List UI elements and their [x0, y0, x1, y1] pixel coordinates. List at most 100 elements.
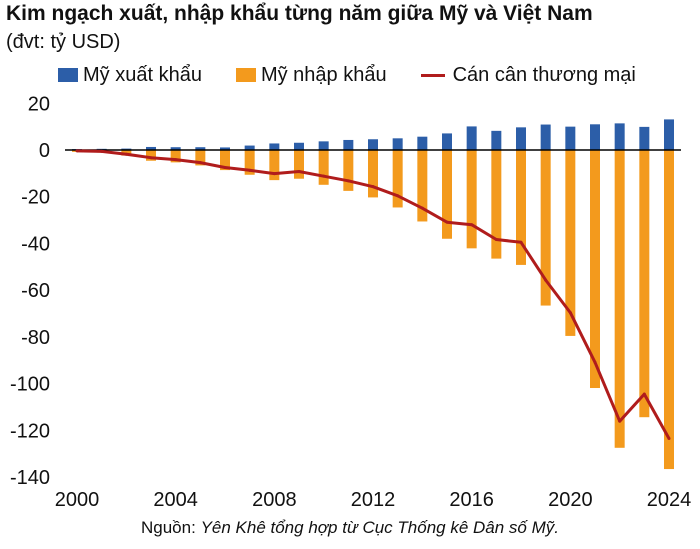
bar-exports-2015: [442, 133, 452, 150]
balance-point-2013: [396, 194, 400, 198]
y-tick-label: -40: [21, 233, 50, 255]
balance-point-2000: [75, 149, 79, 153]
source-text: Yên Khê tổng hợp từ Cục Thống kê Dân số …: [200, 518, 559, 537]
bar-exports-2021: [590, 124, 600, 150]
bar-imports-2017: [491, 150, 502, 259]
bar-exports-2007: [244, 145, 255, 150]
bar-imports-2008: [269, 150, 280, 181]
bar-exports-2013: [392, 138, 403, 150]
bar-imports-2018: [516, 150, 526, 265]
x-tick-label: 2016: [449, 489, 494, 511]
bar-imports-2014: [417, 150, 428, 222]
bar-exports-2011: [343, 139, 354, 150]
bar-exports-2023: [639, 126, 650, 150]
bar-imports-2005: [195, 150, 206, 166]
bar-imports-2016: [466, 150, 477, 249]
bar-exports-2022: [614, 123, 625, 150]
x-tick-label: 2000: [55, 489, 100, 511]
source-label: Nguồn:: [141, 518, 196, 537]
balance-point-2022: [618, 419, 622, 423]
balance-points: [75, 149, 671, 440]
balance-point-2003: [149, 156, 153, 160]
bar-imports-2015: [442, 150, 452, 239]
bar-series-exports: [72, 119, 674, 150]
balance-point-2004: [174, 158, 178, 162]
bar-exports-2020: [565, 126, 576, 150]
bar-exports-2014: [417, 136, 428, 150]
y-tick-label: -140: [10, 467, 50, 489]
legend-swatch-balance: [420, 73, 445, 77]
legend-item-exports: Mỹ xuất khẩu: [58, 64, 202, 87]
legend-swatch-imports: [235, 68, 256, 82]
y-axis-ticks: 20 0 -20 -40 -60 -80 -100 -120 -140: [10, 93, 50, 489]
balance-point-2015: [445, 220, 449, 224]
x-tick-label: 2020: [548, 489, 593, 511]
bar-exports-2017: [491, 130, 502, 150]
bar-imports-2004: [170, 150, 181, 163]
bar-imports-2023: [639, 150, 650, 418]
bar-exports-2009: [294, 142, 304, 150]
bar-exports-2008: [269, 143, 280, 150]
x-tick-label: 2008: [252, 489, 297, 511]
bar-imports-2003: [146, 150, 156, 161]
legend-label-exports: Mỹ xuất khẩu: [83, 63, 202, 86]
x-tick-label: 2004: [153, 489, 198, 511]
y-tick-label: -60: [21, 280, 50, 302]
legend-swatch-exports: [58, 68, 78, 82]
y-tick-label: 0: [39, 140, 50, 162]
balance-point-2002: [124, 152, 128, 156]
bar-imports-2007: [244, 150, 255, 175]
balance-point-2007: [248, 168, 252, 172]
balance-point-2006: [223, 166, 227, 170]
y-tick-label: -20: [21, 187, 50, 209]
balance-point-2011: [346, 179, 350, 183]
bar-exports-2024: [664, 119, 674, 150]
balance-point-2018: [519, 240, 523, 244]
legend-item-balance: Cán cân thương mại: [420, 63, 636, 87]
source-note: Nguồn: Yên Khê tổng hợp từ Cục Thống kê …: [0, 518, 700, 538]
x-tick-label: 2012: [351, 489, 396, 511]
balance-point-2012: [371, 185, 375, 189]
bar-exports-2006: [220, 147, 230, 150]
bar-series-imports: [72, 150, 674, 470]
bar-imports-2020: [565, 150, 576, 336]
balance-point-2021: [593, 360, 597, 364]
balance-point-2001: [100, 149, 104, 153]
bar-imports-2012: [368, 150, 378, 198]
y-tick-label: -80: [21, 327, 50, 349]
legend: Mỹ xuất khẩu Mỹ nhập khẩu Cán cân thương…: [58, 62, 670, 88]
legend-label-imports: Mỹ nhập khẩu: [260, 63, 387, 86]
chart-unit: (đvt: tỷ USD): [6, 31, 121, 53]
bar-exports-2003: [146, 146, 156, 150]
bar-exports-2018: [516, 127, 526, 150]
bar-exports-2004: [170, 147, 181, 150]
bar-exports-2005: [195, 147, 206, 150]
bar-imports-2013: [392, 150, 403, 208]
bar-imports-2010: [318, 150, 329, 185]
y-tick-label: -120: [10, 420, 50, 442]
balance-point-2016: [470, 223, 474, 227]
balance-point-2008: [272, 172, 276, 176]
balance-point-2017: [494, 237, 498, 241]
bar-exports-2016: [466, 126, 477, 150]
balance-point-2023: [642, 392, 646, 396]
bar-imports-2021: [590, 150, 600, 389]
legend-item-imports: Mỹ nhập khẩu: [235, 63, 387, 87]
balance-point-2009: [297, 169, 301, 173]
y-tick-label: 20: [28, 93, 50, 115]
bar-imports-2006: [220, 150, 230, 171]
bar-imports-2009: [294, 150, 304, 179]
legend-label-balance: Cán cân thương mại: [452, 63, 636, 86]
bar-imports-2022: [614, 150, 625, 448]
x-tick-label: 2024: [647, 489, 692, 511]
balance-point-2014: [420, 206, 424, 210]
bar-imports-2019: [540, 150, 551, 306]
bar-exports-2012: [368, 139, 378, 150]
y-tick-label: -100: [10, 374, 50, 396]
balance-point-2024: [667, 436, 671, 440]
bar-imports-2011: [343, 150, 354, 191]
bar-exports-2019: [540, 124, 551, 150]
x-axis-ticks: 2000 2004 2008 2012 2016 2020 2024: [55, 489, 692, 511]
balance-point-2005: [198, 161, 202, 165]
